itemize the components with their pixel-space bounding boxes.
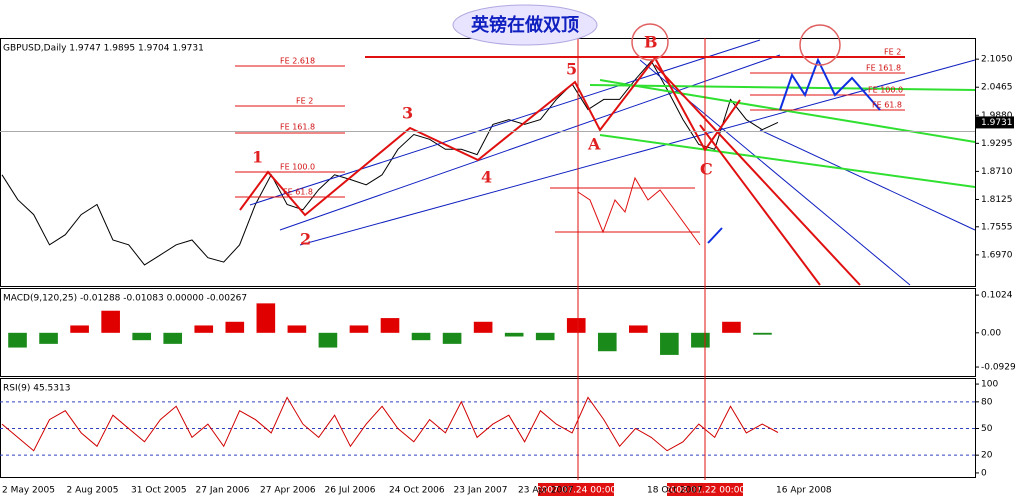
symbol-info: GBPUSD,Daily 1.9747 1.9895 1.9704 1.9731 — [3, 44, 204, 54]
red-line — [699, 124, 821, 286]
time-highlight — [667, 483, 743, 496]
y-tick-label: 80 — [981, 397, 993, 407]
fib-label: FE 161.8 — [866, 64, 901, 73]
fib-label: FE 2.618 — [280, 57, 315, 66]
macd-bar — [660, 332, 679, 355]
circle — [799, 24, 841, 66]
channel — [249, 39, 761, 206]
wave-line — [239, 56, 741, 217]
macd-bar — [629, 325, 648, 333]
title: 英镑在做双顶 — [470, 14, 579, 36]
wave-label: 4 — [481, 168, 492, 187]
wave-label: 3 — [402, 104, 413, 123]
y-tick-label: 1.8710 — [981, 167, 1013, 177]
arrow — [707, 227, 723, 244]
annotations: 1 2 3 4 5 A B C FE 2.618 FE 2 FE 161.8 F… — [252, 33, 903, 249]
x-tick-label: 2 Aug 2005 — [67, 486, 119, 496]
current-price-label: 1.9731 — [981, 118, 1013, 128]
y-tick-label: 0.00 — [981, 328, 1001, 338]
macd-bar — [101, 310, 120, 333]
macd-bar — [256, 303, 276, 333]
rsi-label: RSI(9) 45.5313 — [3, 384, 70, 394]
macd-label: MACD(9,120,25) -0.01288 -0.01083 0.00000… — [3, 294, 247, 304]
x-tick-label: 27 Jan 2006 — [196, 486, 250, 496]
macd-bar — [132, 332, 151, 341]
fib-label: FE 161.8 — [280, 123, 315, 132]
x-tick-label: 18 Oct 2007 — [647, 486, 703, 496]
title-bubble — [452, 4, 598, 46]
y-tick-label: 50 — [981, 424, 993, 434]
macd-bar — [442, 332, 462, 344]
fib-label: FE 100.0 — [280, 163, 315, 172]
y-tick-label: 1.6970 — [981, 250, 1013, 260]
time-highlight — [538, 483, 614, 496]
wave-label: A — [587, 135, 601, 154]
fib-label: FE 2 — [296, 97, 313, 106]
y-tick-label: 1.7555 — [981, 222, 1013, 232]
macd-bar — [8, 332, 27, 348]
y-tick-label: 100 — [981, 380, 998, 390]
macd-bar — [287, 325, 307, 333]
y-tick-label: 1.9880 — [981, 111, 1013, 121]
wave-label: 2 — [300, 230, 311, 249]
price-line — [1, 60, 779, 266]
macd-bar — [411, 332, 431, 341]
rsi-line — [1, 396, 779, 452]
channel — [279, 54, 781, 231]
fib-label: FE 2 — [884, 48, 901, 57]
time-highlight-label: 2007.07.24 00:00 — [536, 486, 617, 496]
channel — [759, 129, 976, 231]
macd-bar — [39, 332, 58, 344]
wave-label: 1 — [252, 148, 263, 167]
y-tick-label: 2.0465 — [981, 83, 1013, 93]
x-tick-label: 23 Apr 2007 — [518, 486, 574, 496]
y-tick-label: 0.1024 — [981, 291, 1013, 301]
time-highlight-label: 2008.01.22 00:00 — [665, 486, 746, 496]
macd-bar — [566, 318, 586, 333]
wave-label: C — [700, 160, 713, 179]
y-tick-label: 2.1050 — [981, 55, 1013, 65]
macd-bar — [225, 321, 245, 333]
x-tick-label: 2 May 2005 — [2, 486, 55, 496]
y-tick-label: 20 — [981, 451, 993, 461]
macd-bar — [597, 332, 617, 352]
macd-bar — [163, 332, 183, 344]
macd-bar — [318, 332, 338, 348]
green-line — [599, 134, 976, 188]
x-tick-label: 31 Oct 2005 — [131, 486, 187, 496]
x-tick-label: 24 Oct 2006 — [389, 486, 445, 496]
drawings — [0, 23, 976, 480]
y-tick-label: 1.8125 — [981, 195, 1013, 205]
wave-label: 5 — [566, 60, 577, 79]
x-tick-label: 26 Jul 2006 — [325, 486, 376, 496]
projection-arrows — [779, 57, 881, 111]
x-tick-label: 16 Apr 2008 — [776, 486, 832, 496]
wave-label: B — [644, 33, 658, 52]
macd-bar — [70, 325, 89, 333]
macd-bar — [504, 332, 524, 337]
macd-bar — [380, 318, 400, 333]
macd-bar — [753, 332, 772, 335]
current-price-box — [976, 116, 1014, 129]
y-tick-label: -0.09295 — [981, 363, 1016, 373]
green-line — [589, 84, 976, 91]
fib-label: FE 100.0 — [868, 86, 903, 95]
macd-bar — [473, 321, 493, 333]
x-tick-label: 27 Apr 2006 — [260, 486, 316, 496]
y-tick-label: 0 — [981, 468, 987, 478]
macd-bar — [535, 332, 555, 341]
macd-bar — [349, 325, 369, 333]
sketch — [577, 176, 701, 246]
macd-bar — [722, 321, 741, 333]
fib-label: FE 61.8 — [283, 188, 313, 197]
x-tick-label: 23 Jan 2007 — [454, 486, 508, 496]
macd-bar — [194, 325, 214, 333]
red-line — [654, 64, 861, 286]
circle — [631, 23, 669, 61]
macd-bar — [691, 332, 710, 348]
y-tick-label: 1.9295 — [981, 139, 1013, 149]
fib-label: FE 61.8 — [872, 101, 902, 110]
